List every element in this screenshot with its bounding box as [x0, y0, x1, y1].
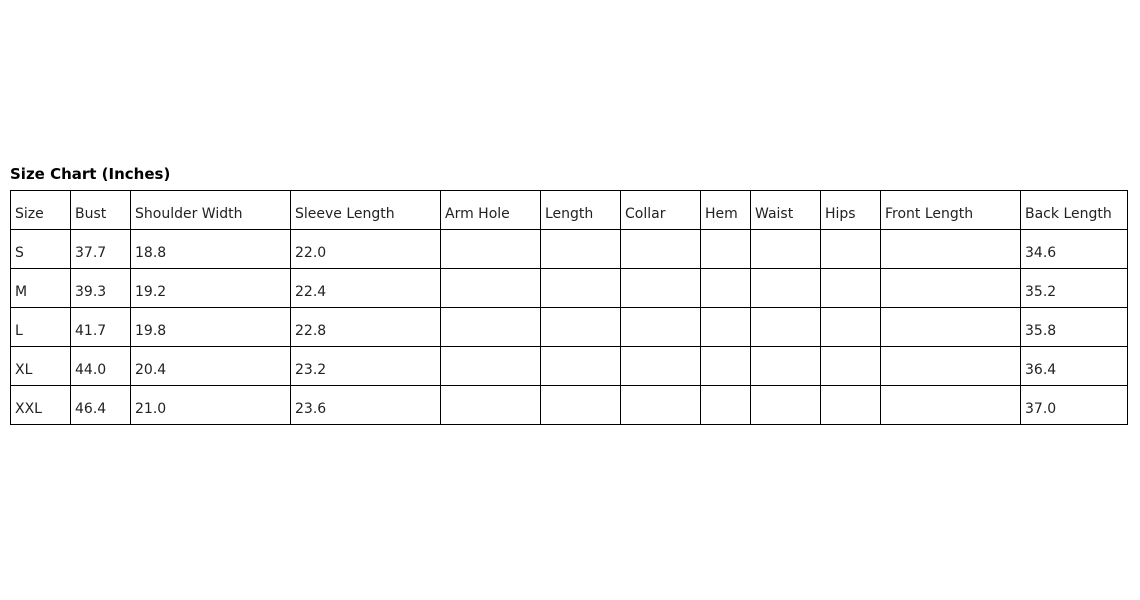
table-cell: [540, 268, 621, 308]
header-cell: Hem: [700, 190, 751, 230]
table-cell: [620, 346, 701, 386]
header-cell: Size: [10, 190, 71, 230]
table-cell: M: [10, 268, 71, 308]
table-cell: [750, 229, 821, 269]
table-cell: [440, 346, 541, 386]
table-cell: [700, 385, 751, 425]
table-cell: 18.8: [130, 229, 291, 269]
table-cell: [750, 307, 821, 347]
table-row: L 41.7 19.8 22.8 35.8: [10, 307, 1128, 347]
header-row: Size Bust Shoulder Width Sleeve Length Arm H…: [10, 190, 1128, 230]
table-cell: 37.0: [1020, 385, 1128, 425]
table-cell: [820, 307, 881, 347]
table-cell: [440, 229, 541, 269]
table-cell: 22.8: [290, 307, 441, 347]
table-cell: [440, 385, 541, 425]
header-cell: Sleeve Length: [290, 190, 441, 230]
table-cell: 41.7: [70, 307, 131, 347]
table-cell: [750, 346, 821, 386]
table-cell: [880, 307, 1021, 347]
table-cell: XXL: [10, 385, 71, 425]
table-cell: [750, 268, 821, 308]
table-cell: 46.4: [70, 385, 131, 425]
table-row: M 39.3 19.2 22.4 35.2: [10, 268, 1128, 308]
table-cell: [880, 385, 1021, 425]
header-cell: Shoulder Width: [130, 190, 291, 230]
table-cell: [620, 385, 701, 425]
table-cell: [880, 346, 1021, 386]
table-cell: 22.4: [290, 268, 441, 308]
table-cell: 20.4: [130, 346, 291, 386]
header-cell: Arm Hole: [440, 190, 541, 230]
table-cell: [540, 385, 621, 425]
table-row: XL 44.0 20.4 23.2 36.4: [10, 346, 1128, 386]
table-cell: XL: [10, 346, 71, 386]
table-cell: 39.3: [70, 268, 131, 308]
table-cell: [750, 385, 821, 425]
table-cell: [700, 307, 751, 347]
table-cell: 35.8: [1020, 307, 1128, 347]
table-cell: [620, 268, 701, 308]
table-cell: [820, 385, 881, 425]
table-cell: [620, 229, 701, 269]
table-cell: [880, 268, 1021, 308]
table-cell: [820, 268, 881, 308]
header-cell: Length: [540, 190, 621, 230]
table-cell: 34.6: [1020, 229, 1128, 269]
table-cell: [700, 346, 751, 386]
size-chart-title: Size Chart (Inches): [10, 165, 171, 183]
table-cell: [540, 346, 621, 386]
table-cell: 19.2: [130, 268, 291, 308]
header-cell: Collar: [620, 190, 701, 230]
table-cell: 35.2: [1020, 268, 1128, 308]
table-cell: [440, 307, 541, 347]
table-cell: [820, 346, 881, 386]
header-cell: Bust: [70, 190, 131, 230]
table-cell: L: [10, 307, 71, 347]
header-cell: Front Length: [880, 190, 1021, 230]
table-row: XXL 46.4 21.0 23.6 37.0: [10, 385, 1128, 425]
table-cell: [620, 307, 701, 347]
table-cell: 44.0: [70, 346, 131, 386]
table-cell: [700, 229, 751, 269]
table-cell: 23.6: [290, 385, 441, 425]
table-cell: 23.2: [290, 346, 441, 386]
header-cell: Hips: [820, 190, 881, 230]
table-cell: [700, 268, 751, 308]
table-cell: [880, 229, 1021, 269]
table-row: S 37.7 18.8 22.0 34.6: [10, 229, 1128, 269]
table-cell: S: [10, 229, 71, 269]
table-cell: [440, 268, 541, 308]
table-cell: [540, 307, 621, 347]
table-cell: 22.0: [290, 229, 441, 269]
table-cell: [540, 229, 621, 269]
header-cell: Waist: [750, 190, 821, 230]
table-cell: 37.7: [70, 229, 131, 269]
table-cell: 36.4: [1020, 346, 1128, 386]
header-cell: Back Length: [1020, 190, 1128, 230]
table-cell: 21.0: [130, 385, 291, 425]
size-chart-table: Size Bust Shoulder Width Sleeve Length Arm H…: [10, 190, 1128, 425]
table-cell: 19.8: [130, 307, 291, 347]
table-cell: [820, 229, 881, 269]
